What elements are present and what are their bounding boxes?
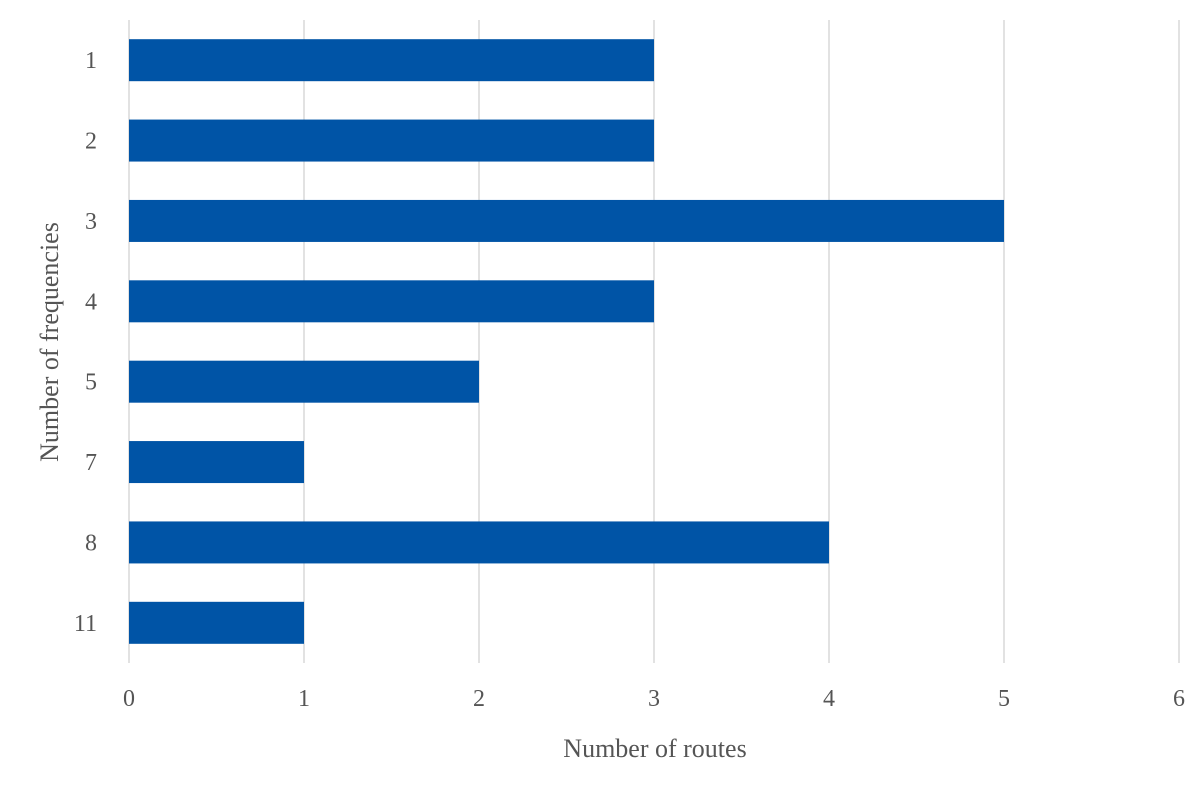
y-tick-labels: 1 2 3 4 5 7 8 11	[74, 48, 97, 637]
y-tick-label: 7	[85, 450, 97, 476]
y-tick-label: 1	[85, 48, 97, 74]
bar	[129, 39, 654, 82]
bars	[129, 39, 1004, 644]
grid-lines	[128, 20, 1180, 663]
x-axis-title: Number of routes	[563, 734, 746, 763]
y-tick-label: 11	[74, 611, 97, 637]
y-tick-label: 3	[85, 209, 97, 235]
x-tick-label: 6	[1173, 686, 1185, 712]
bar	[129, 119, 654, 162]
x-tick-labels: 0 1 2 3 4 5 6	[123, 686, 1185, 712]
bar	[129, 601, 304, 644]
y-tick-label: 4	[85, 289, 97, 315]
y-tick-label: 5	[85, 370, 97, 396]
bar	[129, 441, 304, 484]
x-tick-label: 1	[298, 686, 310, 712]
x-tick-label: 2	[473, 686, 485, 712]
bar	[129, 360, 479, 403]
x-tick-label: 0	[123, 686, 135, 712]
bar	[129, 199, 1004, 242]
x-tick-label: 5	[998, 686, 1010, 712]
y-axis-title: Number of frequencies	[35, 222, 64, 462]
y-tick-label: 8	[85, 530, 97, 556]
bar	[129, 521, 829, 564]
x-tick-label: 3	[648, 686, 660, 712]
bar	[129, 280, 654, 323]
y-tick-label: 2	[85, 129, 97, 155]
x-tick-label: 4	[823, 686, 835, 712]
